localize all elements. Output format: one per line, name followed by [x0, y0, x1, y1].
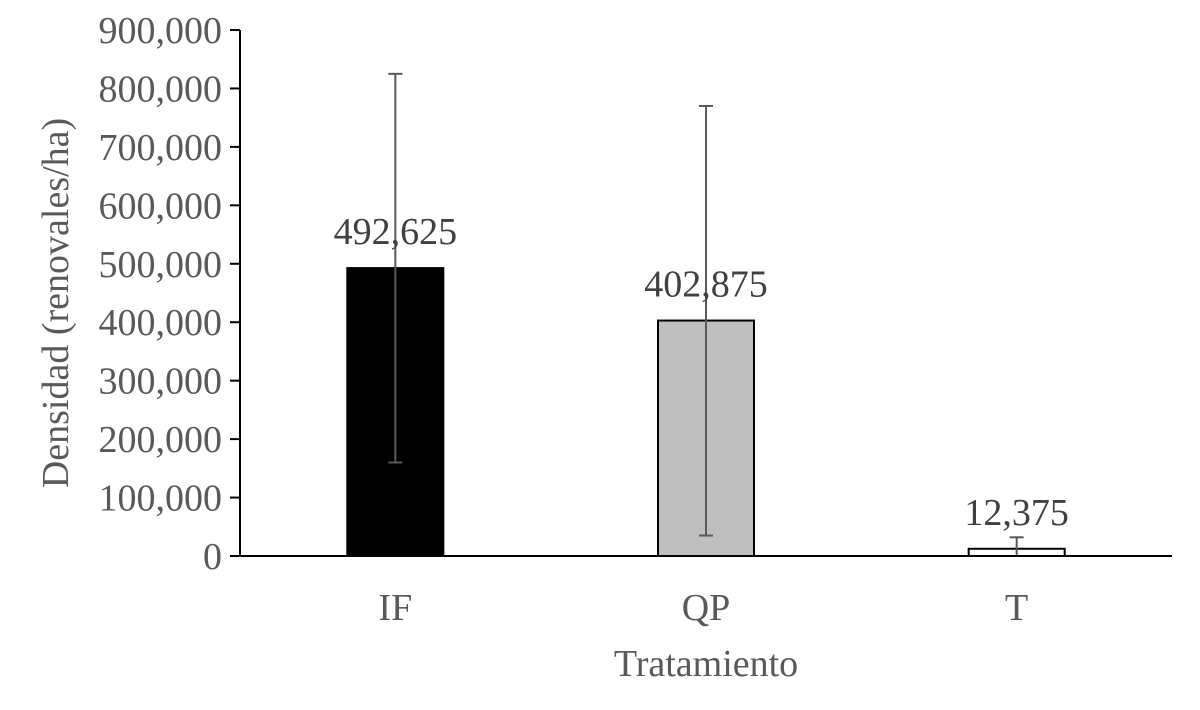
x-axis-title: Tratamiento — [614, 643, 798, 685]
x-tick-label-t: T — [1005, 587, 1028, 629]
y-axis-ticks: 0 100,000 200,000 300,000 400,000 500,000 600,… — [99, 10, 240, 578]
data-label-if: 492,625 — [334, 211, 458, 253]
data-label-qp: 402,875 — [644, 264, 768, 306]
y-tick-label: 800,000 — [99, 68, 223, 110]
y-tick-label: 0 — [203, 536, 222, 578]
y-tick-label: 500,000 — [99, 244, 223, 286]
data-labels: 492,625 402,875 12,375 — [334, 211, 1069, 534]
y-tick-label: 100,000 — [99, 478, 223, 520]
y-tick-label: 400,000 — [99, 302, 223, 344]
y-tick-label: 900,000 — [99, 10, 223, 52]
y-tick-label: 600,000 — [99, 185, 223, 227]
y-axis-title: Densidad (renovales/ha) — [35, 118, 77, 488]
x-tick-label-if: IF — [378, 587, 412, 629]
data-label-t: 12,375 — [964, 492, 1069, 534]
y-tick-label: 300,000 — [99, 361, 223, 403]
x-tick-label-qp: QP — [682, 587, 731, 629]
y-tick-label: 200,000 — [99, 419, 223, 461]
error-bars — [388, 72, 1024, 557]
x-axis-ticks: IF QP T — [378, 587, 1028, 629]
y-tick-label: 700,000 — [99, 127, 223, 169]
